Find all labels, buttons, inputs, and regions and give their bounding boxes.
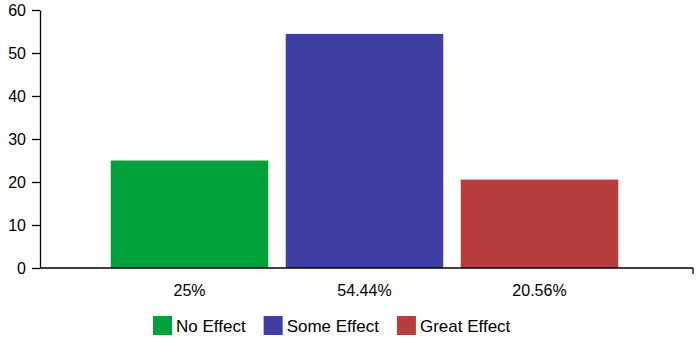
chart: 0 10 20 30 40 50 60 25% 54.44% 20.56% No Effect Som… <box>0 0 700 338</box>
y-tick: 40 <box>8 88 40 105</box>
data-labels: 25% 54.44% 20.56% <box>173 282 566 299</box>
data-label: 20.56% <box>512 282 566 299</box>
x-axis-line <box>40 267 693 268</box>
legend-item: No Effect <box>153 316 246 336</box>
y-tick-mark <box>32 139 40 140</box>
y-tick: 0 <box>17 260 40 277</box>
bar <box>461 180 619 268</box>
y-tick-mark <box>32 268 40 269</box>
y-tick-label: 40 <box>8 88 26 105</box>
legend-label: No Effect <box>176 317 246 336</box>
x-axis <box>40 268 693 274</box>
y-tick-mark <box>32 225 40 226</box>
data-label: 54.44% <box>337 282 391 299</box>
legend-label: Great Effect <box>420 317 511 336</box>
y-tick-label: 0 <box>17 260 26 277</box>
bars <box>111 34 619 268</box>
legend-swatch <box>397 316 416 335</box>
legend-swatch <box>153 316 172 335</box>
bar <box>111 161 269 269</box>
legend-item: Some Effect <box>264 316 380 336</box>
y-tick: 60 <box>8 2 40 19</box>
y-tick-label: 20 <box>8 174 26 191</box>
y-tick-label: 10 <box>8 217 26 234</box>
y-tick-mark <box>32 53 40 54</box>
y-axis-line <box>40 11 41 269</box>
legend: No Effect Some Effect Great Effect <box>153 316 511 336</box>
y-tick-mark <box>32 10 40 11</box>
y-tick-mark <box>32 96 40 97</box>
y-tick-label: 50 <box>8 45 26 62</box>
y-tick-label: 60 <box>8 2 26 19</box>
y-tick: 20 <box>8 174 40 191</box>
legend-label: Some Effect <box>287 317 380 336</box>
legend-swatch <box>264 316 283 335</box>
y-tick: 10 <box>8 217 40 234</box>
data-label: 25% <box>173 282 205 299</box>
y-tick: 50 <box>8 45 40 62</box>
y-axis: 0 10 20 30 40 50 60 <box>8 2 40 277</box>
y-tick: 30 <box>8 131 40 148</box>
x-axis-end-tick <box>692 268 693 274</box>
y-tick-label: 30 <box>8 131 26 148</box>
y-tick-mark <box>32 182 40 183</box>
legend-item: Great Effect <box>397 316 511 336</box>
bar <box>286 34 444 268</box>
